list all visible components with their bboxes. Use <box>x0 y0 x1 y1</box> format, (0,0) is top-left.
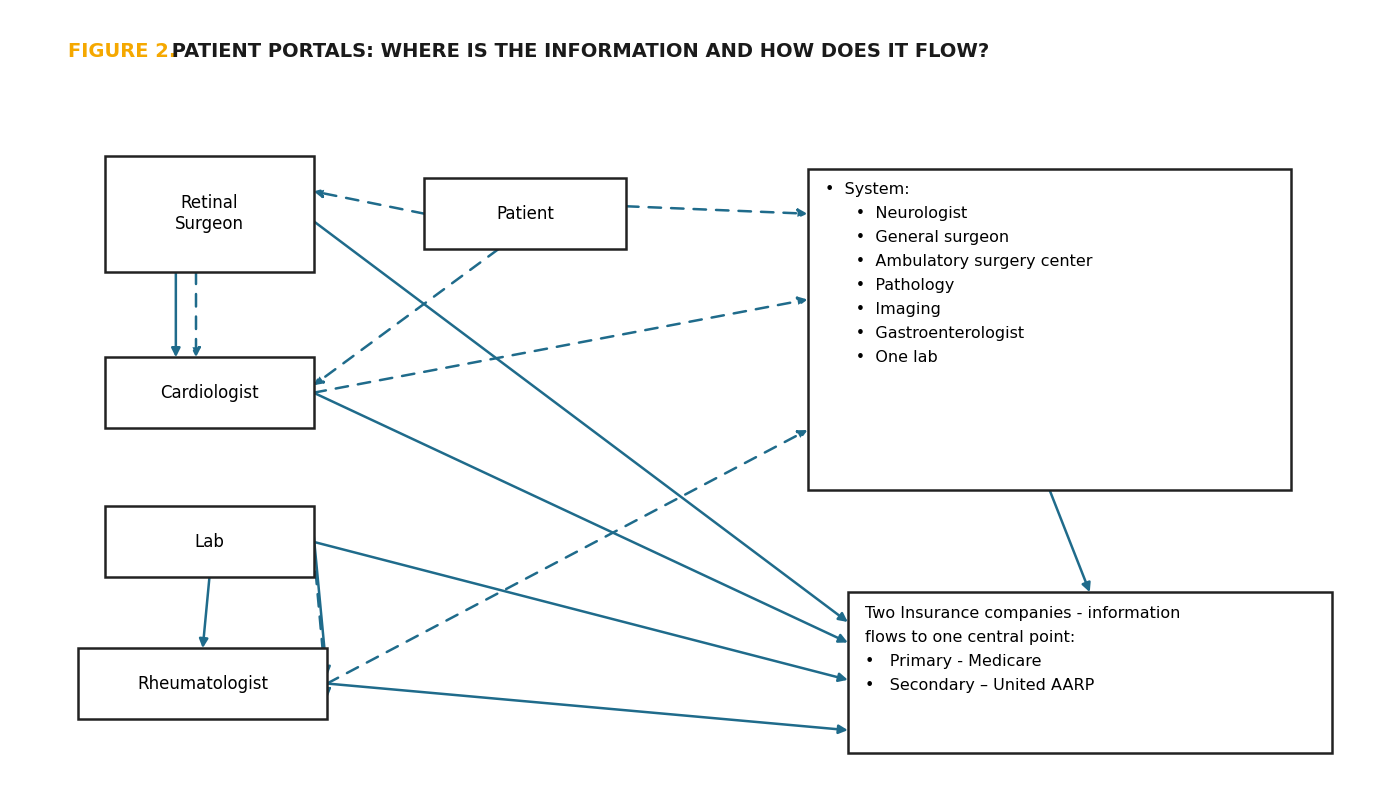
FancyBboxPatch shape <box>424 178 626 249</box>
FancyBboxPatch shape <box>105 357 314 428</box>
FancyBboxPatch shape <box>808 169 1291 490</box>
Text: Cardiologist: Cardiologist <box>160 384 259 402</box>
Text: Lab: Lab <box>195 533 224 551</box>
Text: PATIENT PORTALS: WHERE IS THE INFORMATION AND HOW DOES IT FLOW?: PATIENT PORTALS: WHERE IS THE INFORMATIO… <box>165 42 990 61</box>
FancyBboxPatch shape <box>78 648 328 719</box>
Text: Patient: Patient <box>497 205 554 223</box>
Text: Rheumatologist: Rheumatologist <box>137 674 269 692</box>
FancyBboxPatch shape <box>105 506 314 577</box>
Text: FIGURE 2.: FIGURE 2. <box>69 42 176 61</box>
Text: Retinal
Surgeon: Retinal Surgeon <box>175 195 244 233</box>
Text: •  System:
      •  Neurologist
      •  General surgeon
      •  Ambulatory sur: • System: • Neurologist • General surgeo… <box>825 182 1092 365</box>
Text: Two Insurance companies - information
flows to one central point:
•   Primary - : Two Insurance companies - information fl… <box>865 605 1180 692</box>
FancyBboxPatch shape <box>848 592 1331 753</box>
FancyBboxPatch shape <box>105 156 314 272</box>
